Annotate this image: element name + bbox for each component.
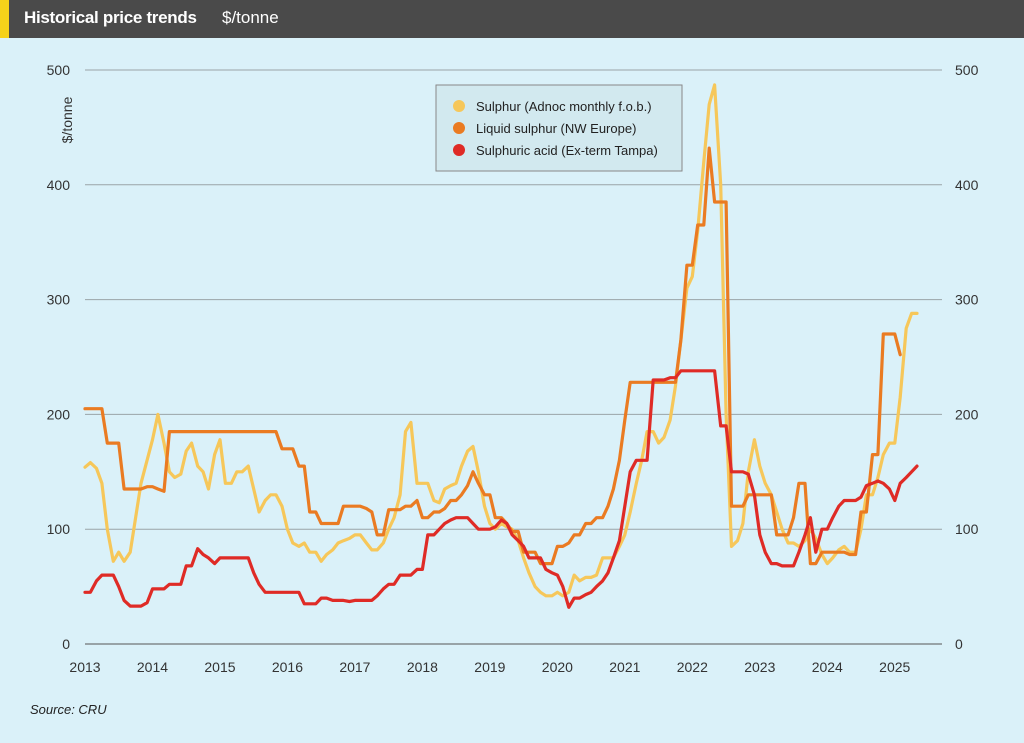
y-tick-left: 100 bbox=[47, 521, 71, 537]
x-tick: 2021 bbox=[609, 659, 640, 675]
x-tick: 2013 bbox=[69, 659, 100, 675]
series-line-2 bbox=[83, 146, 902, 566]
y-tick-right: 400 bbox=[955, 177, 979, 193]
legend-marker bbox=[453, 100, 465, 112]
y-tick-right: 200 bbox=[955, 406, 979, 422]
x-tick: 2023 bbox=[744, 659, 775, 675]
y-tick-left: 0 bbox=[62, 636, 70, 652]
x-tick: 2016 bbox=[272, 659, 303, 675]
x-tick: 2015 bbox=[204, 659, 235, 675]
series-line-3 bbox=[83, 369, 919, 609]
legend-label: Sulphuric acid (Ex-term Tampa) bbox=[476, 143, 658, 158]
y-tick-right: 500 bbox=[955, 62, 979, 78]
y-tick-right: 300 bbox=[955, 292, 979, 308]
x-tick: 2020 bbox=[542, 659, 573, 675]
x-tick: 2018 bbox=[407, 659, 438, 675]
y-tick-left: 300 bbox=[47, 292, 71, 308]
x-axis: 2013 2014 2015 2016 2017 2018 2019 2020 2021 2022… bbox=[69, 659, 910, 675]
chart-unit-subtitle: $/tonne bbox=[222, 8, 279, 27]
chart-title: Historical price trends bbox=[24, 8, 197, 27]
x-tick: 2022 bbox=[677, 659, 708, 675]
y-tick-right: 0 bbox=[955, 636, 963, 652]
x-tick: 2014 bbox=[137, 659, 168, 675]
y-axis-right: 0 100 200 300 400 500 bbox=[955, 62, 979, 652]
legend-marker bbox=[453, 122, 465, 134]
legend-box bbox=[435, 84, 683, 172]
x-tick: 2019 bbox=[474, 659, 505, 675]
header-bar: Historical price trends $/tonne bbox=[0, 0, 1024, 38]
y-axis-left: 0 100 200 300 400 500 bbox=[47, 62, 71, 652]
y-axis-label: $/tonne bbox=[59, 96, 75, 143]
series-line-1 bbox=[83, 83, 919, 598]
y-tick-left: 500 bbox=[47, 62, 71, 78]
legend-label: Sulphur (Adnoc monthly f.o.b.) bbox=[476, 99, 652, 114]
legend-label: Liquid sulphur (NW Europe) bbox=[476, 121, 636, 136]
x-tick: 2025 bbox=[879, 659, 910, 675]
gridlines bbox=[85, 69, 942, 645]
source-note: Source: CRU bbox=[30, 702, 107, 717]
series-lines bbox=[83, 83, 919, 609]
x-tick: 2024 bbox=[812, 659, 843, 675]
legend: Sulphur (Adnoc monthly f.o.b.) Liquid sul… bbox=[435, 84, 683, 172]
legend-marker bbox=[453, 144, 465, 156]
y-tick-right: 100 bbox=[955, 521, 979, 537]
x-tick: 2017 bbox=[339, 659, 370, 675]
y-tick-left: 200 bbox=[47, 406, 71, 422]
y-tick-left: 400 bbox=[47, 177, 71, 193]
accent-bar bbox=[0, 0, 9, 38]
